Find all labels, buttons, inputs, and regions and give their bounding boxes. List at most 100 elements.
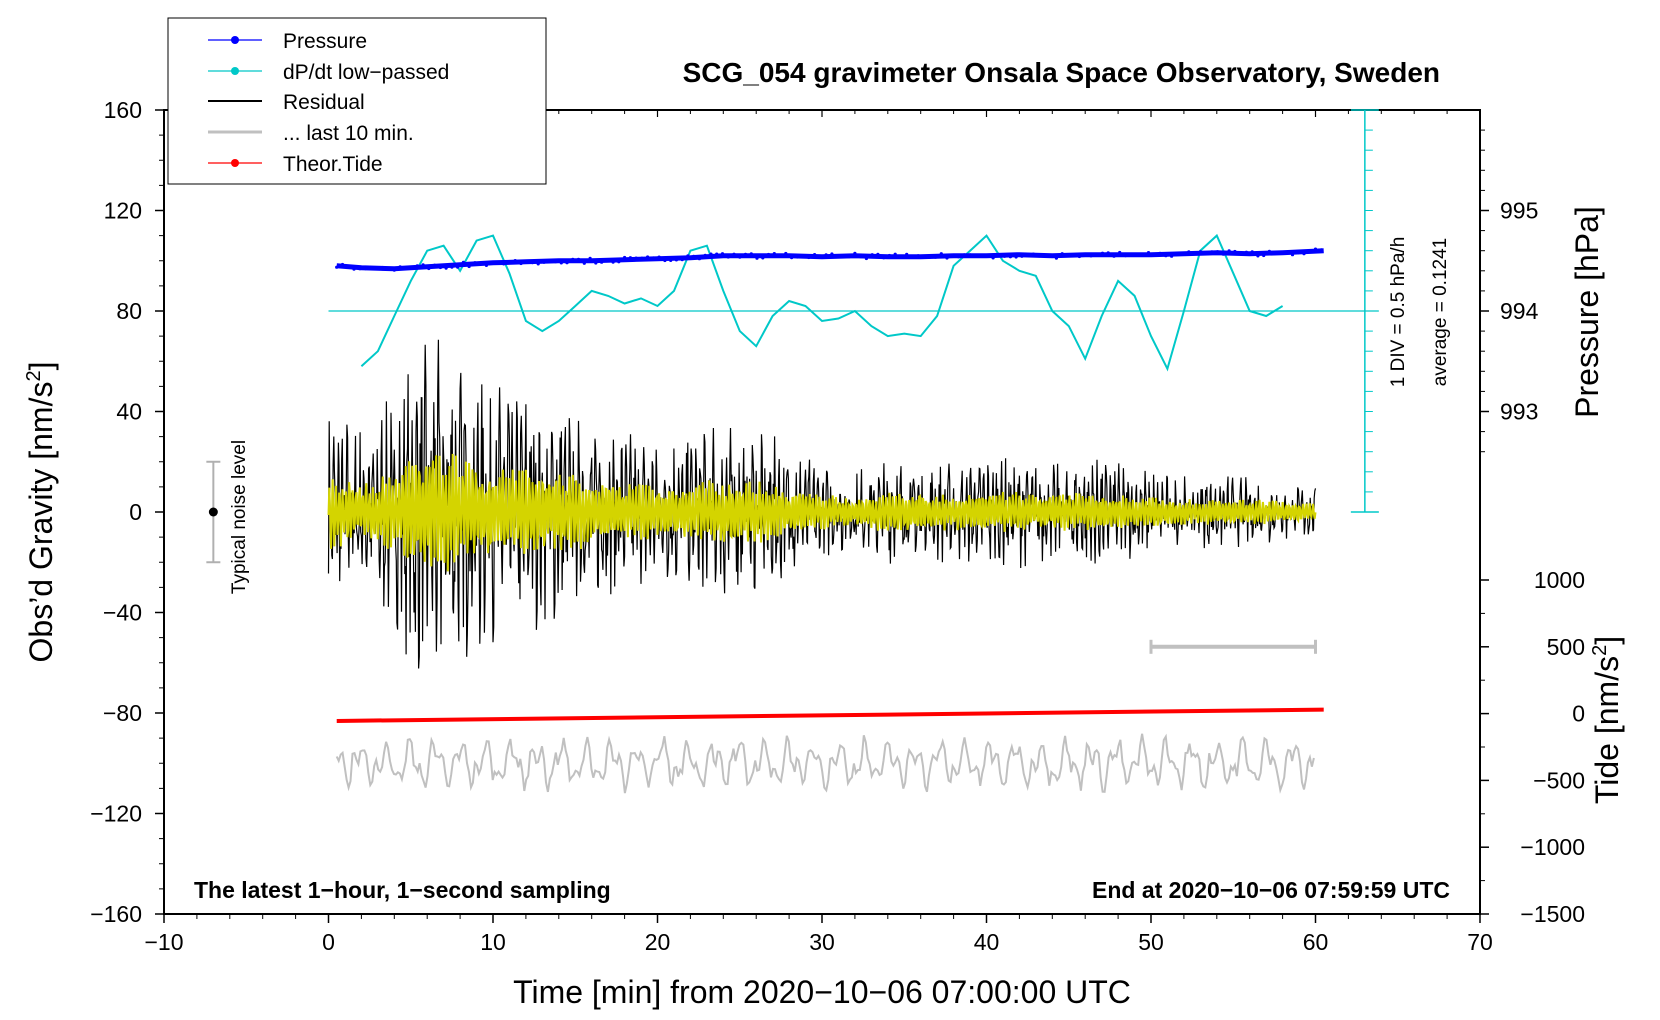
pressure-point xyxy=(939,252,943,256)
pressure-point xyxy=(715,252,719,256)
pressure-point xyxy=(669,258,673,262)
pressure-point xyxy=(1313,247,1318,251)
noise-bar-center xyxy=(208,507,218,517)
y-axis-title-tide-main: Tide [nm/s xyxy=(1589,656,1625,804)
tide-tick-label: −500 xyxy=(1533,767,1585,793)
pressure-point xyxy=(807,255,811,260)
pressure-point xyxy=(634,256,638,260)
tide-tick-label: −1000 xyxy=(1520,834,1585,860)
pressure-point xyxy=(674,258,679,262)
pressure-point xyxy=(571,257,575,261)
pressure-point xyxy=(1227,249,1231,253)
pressure-point xyxy=(951,253,955,257)
pressure-point xyxy=(530,261,535,265)
pressure-point xyxy=(743,252,748,256)
pressure-point xyxy=(1072,253,1076,257)
note-sampling: The latest 1−hour, 1−second sampling xyxy=(194,877,611,903)
pressure-point xyxy=(628,256,633,260)
pressure-point xyxy=(1164,254,1168,258)
pressure-point xyxy=(548,259,552,263)
legend-marker-tide xyxy=(231,159,239,167)
pressure-point xyxy=(352,267,356,271)
pressure-point xyxy=(1279,250,1283,255)
pressure-point xyxy=(933,255,938,259)
x-tick-label: 0 xyxy=(322,929,335,955)
pressure-point xyxy=(1152,253,1156,257)
pressure-point xyxy=(1308,249,1312,253)
legend-item-dpdt: dP/dt low−passed xyxy=(208,61,449,84)
pressure-point xyxy=(611,260,615,264)
pressure-point xyxy=(692,254,696,258)
pressure-tick-label: 994 xyxy=(1500,298,1539,324)
pressure-point xyxy=(1193,252,1197,256)
pressure-point xyxy=(778,253,782,257)
pressure-point xyxy=(1118,250,1122,255)
pressure-point xyxy=(559,261,563,265)
pressure-point xyxy=(899,255,903,259)
pressure-point xyxy=(1250,250,1254,254)
pressure-point xyxy=(473,261,477,265)
pressure-point xyxy=(784,251,788,256)
pressure-point xyxy=(363,267,368,271)
pressure-point xyxy=(381,265,385,270)
pressure-point xyxy=(703,253,707,257)
pressure-point xyxy=(709,252,713,256)
pressure-point xyxy=(1112,254,1116,258)
legend-marker-pressure xyxy=(231,36,239,44)
legend-label-pressure: Pressure xyxy=(283,30,367,53)
pressure-point xyxy=(772,252,776,256)
pressure-point xyxy=(732,252,736,256)
pressure-point xyxy=(398,265,402,269)
pressure-point xyxy=(991,256,995,260)
legend: Pressure dP/dt low−passed Residual ... l… xyxy=(167,17,547,185)
pressure-tick-label: 993 xyxy=(1500,399,1538,425)
pressure-point xyxy=(576,257,581,261)
pressure-point xyxy=(1290,253,1295,257)
pressure-point xyxy=(386,267,391,271)
y-tick-label: −80 xyxy=(103,700,142,726)
pressure-point xyxy=(1129,253,1133,257)
pressure-point xyxy=(496,260,500,264)
legend-label-last10: ... last 10 min. xyxy=(283,122,414,145)
x-tick-label: 10 xyxy=(480,929,506,955)
y-tick-label: 120 xyxy=(104,198,142,224)
pressure-point xyxy=(536,262,540,266)
pressure-tick-label: 995 xyxy=(1500,198,1538,224)
tide-tick-label: 1000 xyxy=(1534,567,1585,593)
pressure-point xyxy=(623,255,627,260)
y-tick-label: −120 xyxy=(90,801,142,827)
pressure-point xyxy=(1020,254,1024,258)
y-tick-label: −40 xyxy=(103,600,142,626)
pressure-point xyxy=(864,256,869,261)
pressure-point xyxy=(433,263,437,267)
pressure-point xyxy=(1141,252,1145,256)
pressure-point xyxy=(1273,251,1277,255)
x-tick-label: 60 xyxy=(1303,929,1329,955)
tide-tick-label: −1500 xyxy=(1520,901,1585,927)
pressure-point xyxy=(974,254,978,258)
pressure-point xyxy=(600,260,604,264)
pressure-point xyxy=(392,268,396,272)
y-axis-title-gravity-main: Obs’d Gravity [nm/s xyxy=(23,382,59,663)
pressure-point xyxy=(795,255,799,259)
legend-label-dpdt: dP/dt low−passed xyxy=(283,61,449,84)
pressure-point xyxy=(841,254,846,258)
pressure-point xyxy=(1060,252,1064,256)
pressure-point xyxy=(985,254,989,258)
y-axis-title-tide-end: ] xyxy=(1589,636,1625,645)
legend-label-tide: Theor.Tide xyxy=(283,153,383,176)
legend-marker-dpdt xyxy=(231,67,239,75)
pressure-point xyxy=(565,261,569,265)
x-tick-label: 20 xyxy=(645,929,671,955)
pressure-point xyxy=(882,256,886,260)
y-axis-title-gravity-sup: 2 xyxy=(23,370,45,381)
pressure-point xyxy=(1106,251,1110,255)
pressure-point xyxy=(467,264,471,269)
pressure-point xyxy=(1256,254,1260,258)
pressure-point xyxy=(1008,255,1013,259)
pressure-point xyxy=(358,267,362,271)
pressure-point xyxy=(749,252,753,256)
pressure-point xyxy=(738,255,742,259)
pressure-point xyxy=(335,265,339,269)
y-axis-title-gravity: Obs’d Gravity [nm/s2] xyxy=(23,362,59,663)
